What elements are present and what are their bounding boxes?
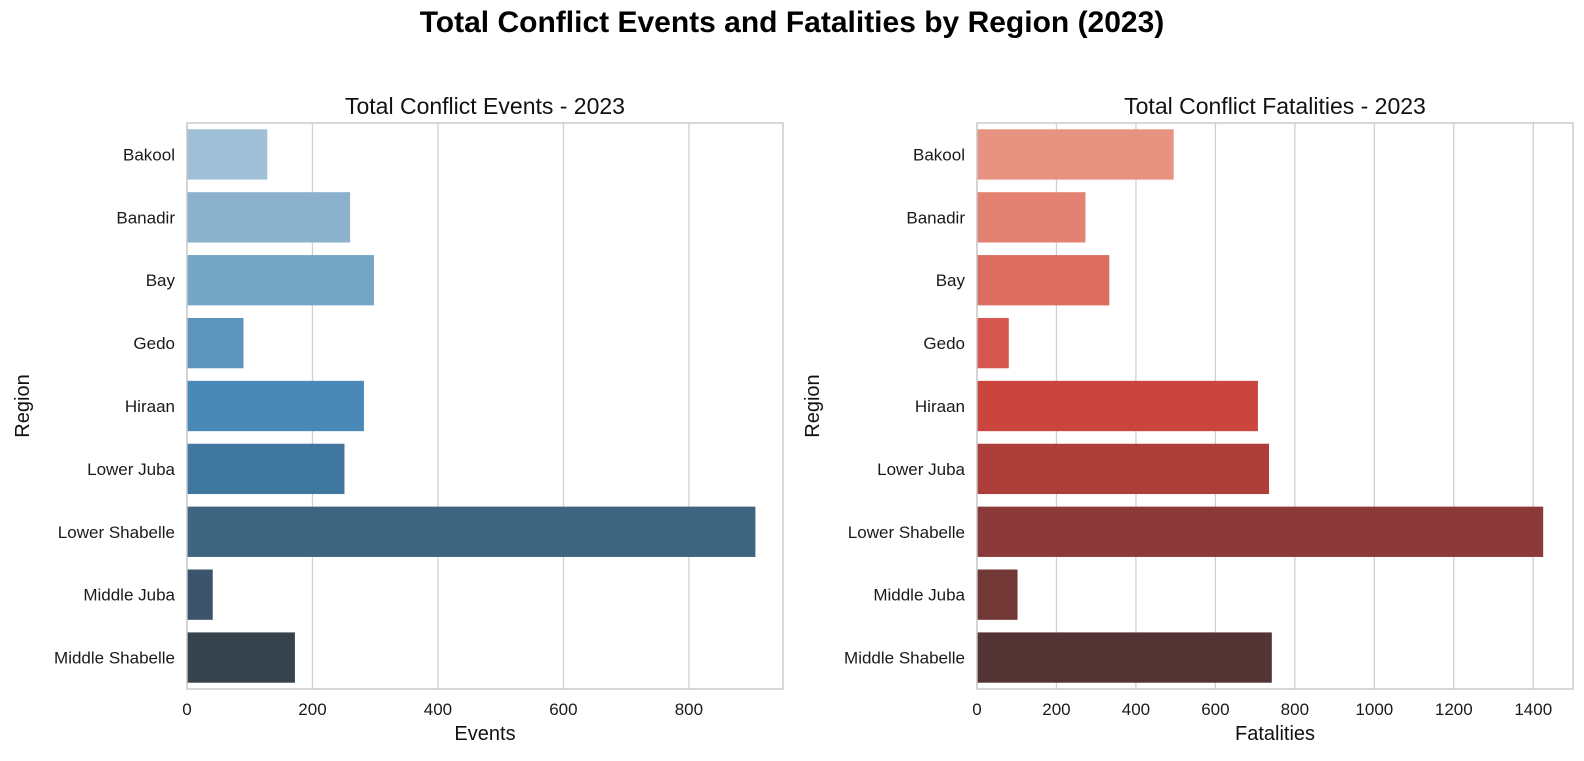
fatalities-bar-middle-shabelle <box>977 632 1272 683</box>
events-y-tick-label: Gedo <box>133 334 175 353</box>
fatalities-x-tick-label: 1400 <box>1514 700 1552 719</box>
fatalities-y-axis-label: Region <box>802 374 824 437</box>
fatalities-x-tick-label: 1000 <box>1355 700 1393 719</box>
events-bar-hiraan <box>187 380 364 432</box>
events-chart: 0 200 400 600 800 Bakool Banadir Bay Gedo Hiraan L… <box>12 93 784 745</box>
fatalities-plot-frame <box>976 122 1574 690</box>
events-x-tick-label: 600 <box>549 700 577 719</box>
events-x-tick-label: 0 <box>182 700 191 719</box>
fatalities-x-tick-label: 0 <box>972 700 981 719</box>
events-y-tick-label: Banadir <box>116 208 175 227</box>
fatalities-bar-lower-juba <box>977 443 1270 495</box>
fatalities-chart-title: Total Conflict Fatalities - 2023 <box>1124 93 1426 119</box>
events-bar-bakool <box>187 129 268 180</box>
fatalities-chart: 0 200 400 600 800 1000 1200 1400 Bakool Banadir Ba… <box>802 93 1574 745</box>
figure-title: Total Conflict Events and Fatalities by … <box>420 6 1165 39</box>
fatalities-y-tick-label: Bakool <box>913 145 965 164</box>
events-bar-middle-juba <box>187 569 213 620</box>
events-x-tick-label: 800 <box>675 700 703 719</box>
fatalities-bar-gedo <box>977 317 1009 369</box>
fatalities-y-tick-label: Gedo <box>923 334 965 353</box>
fatalities-bar-bay <box>977 255 1110 306</box>
fatalities-y-tick-label: Middle Juba <box>873 586 965 605</box>
events-bar-banadir <box>187 192 351 243</box>
fatalities-y-tick-label: Lower Juba <box>877 460 965 479</box>
events-plot-frame <box>186 122 784 690</box>
events-chart-title: Total Conflict Events - 2023 <box>345 93 625 119</box>
events-bar-bay <box>187 255 374 306</box>
fatalities-bar-lower-shabelle <box>977 506 1544 557</box>
fatalities-x-tick-label: 800 <box>1281 700 1309 719</box>
fatalities-bar-banadir <box>977 192 1086 243</box>
events-y-tick-label: Lower Juba <box>87 460 175 479</box>
fatalities-y-tick-label: Middle Shabelle <box>844 649 965 668</box>
events-bar-lower-juba <box>187 443 345 495</box>
events-y-tick-label: Middle Juba <box>83 586 175 605</box>
fatalities-x-tick-label: 200 <box>1042 700 1070 719</box>
fatalities-x-tick-label: 400 <box>1122 700 1150 719</box>
fatalities-y-tick-label: Lower Shabelle <box>848 523 965 542</box>
fatalities-y-tick-label: Banadir <box>906 208 965 227</box>
events-y-tick-label: Bay <box>146 271 176 290</box>
events-y-tick-label: Middle Shabelle <box>54 649 175 668</box>
fatalities-y-tick-label: Hiraan <box>915 397 965 416</box>
events-x-axis-label: Events <box>454 723 515 745</box>
fatalities-bar-middle-juba <box>977 569 1018 620</box>
events-y-tick-label: Bakool <box>123 145 175 164</box>
fatalities-x-tick-label: 600 <box>1201 700 1229 719</box>
fatalities-y-tick-label: Bay <box>936 271 966 290</box>
events-bar-middle-shabelle <box>187 632 295 683</box>
events-y-tick-label: Hiraan <box>125 397 175 416</box>
fatalities-x-tick-label: 1200 <box>1435 700 1473 719</box>
fatalities-x-axis-label: Fatalities <box>1235 723 1315 745</box>
fatalities-bar-hiraan <box>977 380 1258 432</box>
fatalities-bar-bakool <box>977 129 1174 180</box>
events-bar-gedo <box>187 317 244 369</box>
events-y-tick-label: Lower Shabelle <box>58 523 175 542</box>
events-x-tick-label: 200 <box>298 700 326 719</box>
events-bar-lower-shabelle <box>187 506 756 557</box>
events-x-tick-label: 400 <box>424 700 452 719</box>
events-y-axis-label: Region <box>12 374 34 437</box>
